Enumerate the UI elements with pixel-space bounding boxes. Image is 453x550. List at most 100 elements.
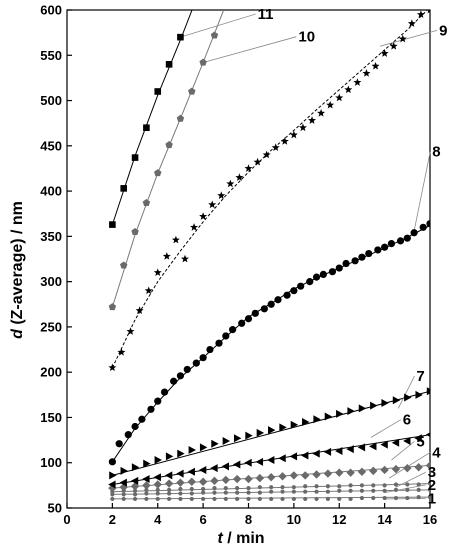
- data-point-series-5: [380, 440, 388, 449]
- data-point-series-8: [312, 273, 321, 281]
- data-point-series-11: [120, 185, 128, 192]
- data-point-series-2: [166, 491, 172, 496]
- data-point-series-2: [337, 488, 342, 493]
- data-point-series-6: [392, 396, 401, 405]
- data-point-series-5: [312, 449, 320, 458]
- series-label-10: 10: [298, 29, 315, 46]
- data-point-series-2: [201, 490, 206, 495]
- data-point-series-9: [253, 157, 262, 166]
- leader-line-5: [391, 441, 415, 461]
- data-point-series-8: [115, 440, 123, 448]
- data-point-series-6: [199, 443, 208, 452]
- data-point-series-5: [403, 436, 411, 445]
- data-point-series-4: [278, 472, 287, 481]
- data-point-series-9: [271, 143, 280, 152]
- data-point-series-4: [323, 469, 333, 478]
- data-point-series-5: [187, 467, 195, 476]
- data-point-series-4: [312, 470, 321, 479]
- data-point-series-1: [110, 496, 115, 502]
- data-point-series-4: [369, 466, 378, 476]
- data-point-series-4: [244, 474, 253, 484]
- data-point-series-1: [427, 495, 430, 500]
- data-point-series-2: [427, 487, 430, 492]
- data-point-series-3: [303, 484, 308, 489]
- data-point-series-2: [212, 490, 217, 495]
- y-tick-label: 50: [48, 501, 62, 516]
- data-point-series-1: [257, 496, 262, 502]
- data-point-series-3: [371, 483, 376, 488]
- data-point-series-9: [298, 123, 307, 132]
- data-point-series-1: [269, 496, 274, 502]
- y-tick-label: 600: [40, 3, 62, 18]
- data-point-series-4: [255, 473, 265, 483]
- y-tick-label: 200: [40, 365, 62, 380]
- data-point-series-3: [393, 482, 399, 487]
- data-point-series-3: [189, 486, 194, 492]
- data-point-series-9: [427, 10, 430, 14]
- data-point-series-11: [177, 33, 184, 41]
- data-point-series-8: [410, 229, 418, 237]
- data-point-series-3: [325, 484, 331, 489]
- data-point-series-9: [126, 327, 135, 335]
- y-tick-label: 150: [40, 410, 62, 425]
- fit-line-6: [112, 390, 430, 476]
- data-point-series-1: [416, 495, 421, 500]
- data-point-series-2: [371, 488, 376, 493]
- data-point-series-5: [391, 438, 400, 447]
- fit-line-11: [111, 10, 193, 225]
- data-point-series-1: [235, 496, 240, 502]
- leader-line-3: [395, 471, 426, 488]
- x-tick-label: 12: [332, 512, 346, 527]
- data-point-series-9: [199, 212, 208, 220]
- data-point-series-4: [153, 480, 162, 489]
- data-point-series-8: [297, 282, 305, 290]
- data-point-series-4: [346, 468, 355, 477]
- data-point-series-9: [398, 34, 407, 43]
- data-point-series-5: [278, 454, 286, 463]
- data-point-series-1: [314, 496, 319, 502]
- data-point-series-6: [245, 431, 253, 440]
- data-point-series-6: [120, 466, 128, 475]
- x-axis-title: t / min: [217, 530, 264, 547]
- data-point-series-8: [426, 220, 430, 228]
- data-point-series-1: [144, 496, 149, 502]
- data-point-series-6: [233, 434, 242, 443]
- data-point-series-8: [244, 315, 253, 323]
- data-point-series-5: [369, 442, 377, 451]
- data-point-series-6: [109, 471, 117, 480]
- data-point-series-4: [266, 473, 276, 482]
- data-point-series-6: [188, 446, 196, 455]
- x-tick-label: 6: [200, 512, 207, 527]
- data-point-series-10: [222, 2, 229, 9]
- data-point-series-2: [359, 488, 365, 493]
- data-point-series-3: [382, 483, 387, 488]
- y-tick-label: 350: [40, 229, 62, 244]
- data-point-series-1: [155, 496, 160, 502]
- data-point-series-1: [337, 496, 342, 502]
- series-label-5: 5: [416, 433, 424, 450]
- data-point-series-8: [396, 237, 405, 245]
- data-point-series-6: [177, 449, 185, 458]
- series-labels: 123 456 7 8 9 10 11: [258, 6, 448, 507]
- data-point-series-6: [426, 387, 430, 396]
- data-point-series-8: [138, 415, 146, 423]
- data-point-series-1: [246, 496, 251, 502]
- data-point-series-9: [362, 69, 371, 77]
- data-point-series-5: [130, 476, 139, 485]
- data-point-series-4: [221, 475, 231, 485]
- data-point-series-3: [280, 485, 285, 490]
- data-point-series-5: [153, 473, 161, 482]
- fit-line-8: [111, 225, 430, 463]
- y-tick-label: 400: [40, 184, 62, 199]
- data-point-series-9: [117, 348, 126, 356]
- data-point-series-4: [198, 477, 208, 486]
- data-point-series-2: [246, 490, 251, 495]
- data-point-series-8: [154, 397, 162, 405]
- series-label-4: 4: [432, 444, 441, 461]
- data-point-series-8: [267, 300, 275, 308]
- data-point-series-3: [246, 485, 251, 491]
- data-point-series-9: [380, 49, 389, 57]
- data-point-series-3: [223, 485, 228, 491]
- data-point-series-5: [425, 432, 430, 437]
- data-point-series-6: [302, 417, 310, 426]
